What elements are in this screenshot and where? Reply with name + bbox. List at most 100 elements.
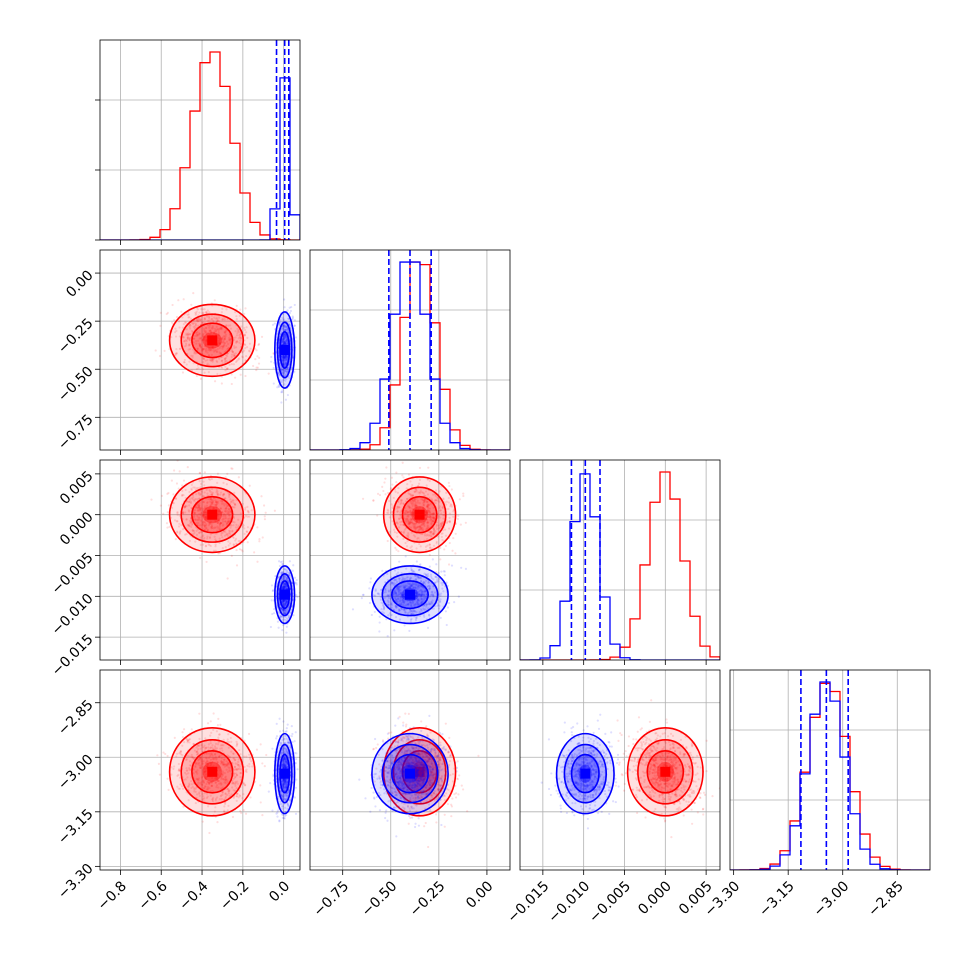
sample-point: [452, 536, 455, 540]
sample-point: [224, 333, 228, 336]
sample-point: [206, 345, 209, 349]
sample-point: [182, 512, 185, 515]
sample-point: [195, 367, 198, 371]
sample-point: [233, 352, 236, 356]
sample-point: [234, 310, 237, 314]
sample-point: [439, 522, 443, 525]
sample-point: [284, 585, 287, 588]
sample-point: [213, 349, 217, 353]
sample-point: [407, 586, 410, 589]
sample-point: [432, 512, 435, 515]
sample-point: [194, 334, 197, 337]
sample-point: [422, 522, 425, 525]
sample-point: [427, 534, 430, 537]
sample-point: [230, 382, 233, 386]
sample-point: [218, 341, 221, 344]
sample-point: [426, 506, 430, 509]
sample-point: [418, 593, 421, 596]
sample-point: [183, 340, 186, 343]
sample-point: [201, 311, 204, 314]
sample-point: [226, 577, 229, 580]
sample-point: [284, 602, 287, 605]
sample-point: [216, 500, 220, 503]
sample-point: [282, 624, 285, 627]
sample-point: [217, 512, 221, 515]
sample-point: [195, 312, 198, 315]
sample-point: [205, 527, 208, 530]
sample-point: [191, 498, 194, 501]
sample-point: [221, 345, 225, 348]
sample-point: [282, 585, 285, 588]
sample-point: [282, 343, 286, 346]
sample-point: [420, 609, 423, 612]
sample-point: [187, 333, 190, 336]
sample-point: [184, 321, 188, 324]
sample-point: [274, 574, 277, 578]
sample-point: [406, 497, 409, 501]
sample-point: [412, 570, 415, 573]
sample-point: [194, 313, 197, 316]
sample-point: [402, 586, 405, 589]
sample-point: [202, 347, 206, 351]
sample-point: [175, 482, 179, 485]
sample-point: [409, 518, 412, 521]
sample-point: [285, 583, 288, 587]
sample-point: [193, 350, 196, 353]
sample-point: [387, 596, 391, 600]
sample-point: [231, 467, 234, 470]
sample-point: [387, 511, 390, 515]
sample-point: [209, 333, 212, 336]
sample-point: [285, 608, 288, 611]
sample-point: [204, 508, 207, 511]
sample-point: [397, 550, 400, 553]
sample-point: [439, 509, 442, 512]
sample-point: [410, 510, 414, 514]
sample-point: [217, 333, 220, 336]
sample-point: [428, 546, 432, 549]
sample-point: [225, 505, 228, 508]
sample-point: [411, 522, 414, 525]
sample-point: [237, 476, 240, 479]
sample-point: [199, 318, 202, 321]
sample-point: [219, 507, 223, 510]
sample-point: [194, 506, 197, 509]
sample-point: [285, 325, 288, 328]
sample-point: [402, 601, 406, 604]
sample-point: [431, 547, 434, 550]
sample-point: [444, 534, 448, 537]
sample-point: [231, 815, 235, 819]
sample-point: [195, 493, 198, 496]
sample-point: [195, 319, 198, 322]
sample-point: [282, 587, 285, 591]
sample-point: [403, 577, 406, 580]
sample-point: [462, 492, 465, 495]
sample-point: [279, 561, 283, 564]
sample-point: [289, 309, 293, 313]
sample-point: [217, 341, 220, 344]
sample-point: [429, 516, 432, 519]
sample-point: [178, 531, 181, 534]
sample-point: [285, 338, 289, 341]
sample-point: [225, 328, 228, 332]
sample-point: [434, 499, 437, 502]
sample-point: [388, 530, 391, 533]
sample-point: [195, 339, 198, 343]
sample-point: [186, 333, 189, 336]
sample-point: [420, 580, 423, 583]
sample-point: [282, 324, 285, 328]
sample-point: [185, 344, 188, 347]
sample-point: [227, 512, 230, 515]
sample-point: [417, 599, 420, 602]
sample-point: [236, 329, 239, 333]
sample-point: [450, 504, 453, 507]
sample-point: [369, 577, 373, 580]
sample-point: [223, 357, 227, 360]
sample-point: [441, 506, 444, 509]
sample-point: [448, 527, 451, 530]
sample-point: [244, 359, 247, 362]
sample-point: [163, 349, 166, 353]
sample-point: [197, 486, 200, 490]
sample-point: [404, 604, 407, 607]
sample-point: [282, 355, 285, 358]
sample-point: [283, 585, 286, 589]
